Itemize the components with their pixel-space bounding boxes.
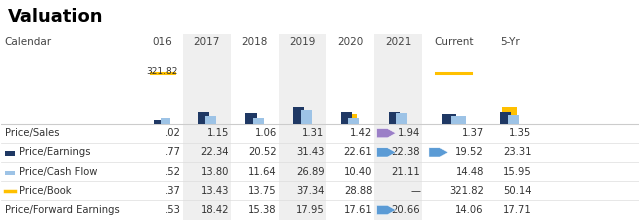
Bar [451, 116, 466, 124]
Text: .52: .52 [165, 167, 181, 177]
Bar [341, 112, 352, 124]
Text: 28.88: 28.88 [344, 186, 372, 196]
Text: 17.95: 17.95 [296, 205, 324, 215]
Text: 2017: 2017 [194, 37, 220, 47]
Text: Price/Book: Price/Book [19, 186, 71, 196]
Text: 2019: 2019 [289, 37, 316, 47]
Text: Price/Forward Earnings: Price/Forward Earnings [4, 205, 119, 215]
Bar [253, 118, 264, 124]
Text: 1.15: 1.15 [207, 128, 229, 138]
Text: 2021: 2021 [385, 37, 412, 47]
Bar [183, 34, 231, 220]
Text: 13.80: 13.80 [200, 167, 229, 177]
Bar [442, 114, 456, 124]
Text: —: — [410, 186, 420, 196]
Text: 18.42: 18.42 [200, 205, 229, 215]
Text: 321.82: 321.82 [147, 67, 178, 76]
FancyArrow shape [429, 148, 448, 157]
Text: 321.82: 321.82 [449, 186, 484, 196]
Text: 1.31: 1.31 [302, 128, 324, 138]
Text: 11.64: 11.64 [248, 167, 276, 177]
Text: 20.66: 20.66 [392, 205, 420, 215]
Bar [4, 171, 15, 175]
Bar [154, 120, 164, 124]
Text: 37.34: 37.34 [296, 186, 324, 196]
Text: Valuation: Valuation [8, 8, 103, 26]
Text: 17.61: 17.61 [344, 205, 372, 215]
Text: Current: Current [434, 37, 474, 47]
Bar [278, 34, 326, 220]
Text: 22.34: 22.34 [200, 147, 229, 157]
Bar [374, 34, 422, 220]
Text: 22.38: 22.38 [392, 147, 420, 157]
Text: 5-Yr: 5-Yr [500, 37, 520, 47]
FancyArrow shape [377, 148, 396, 157]
Text: 13.75: 13.75 [248, 186, 276, 196]
Text: 50.14: 50.14 [503, 186, 532, 196]
Bar [301, 110, 312, 124]
Text: 14.48: 14.48 [456, 167, 484, 177]
Bar [200, 119, 214, 124]
Text: 1.94: 1.94 [398, 128, 420, 138]
Text: Price/Earnings: Price/Earnings [19, 147, 90, 157]
Text: 26.89: 26.89 [296, 167, 324, 177]
Text: 10.40: 10.40 [344, 167, 372, 177]
Bar [293, 107, 304, 124]
Bar [205, 116, 216, 124]
Bar [161, 118, 170, 124]
Bar [508, 115, 519, 124]
Text: 31.43: 31.43 [296, 147, 324, 157]
Text: Price/Cash Flow: Price/Cash Flow [19, 167, 97, 177]
Bar [502, 107, 517, 124]
Text: .53: .53 [165, 205, 181, 215]
Bar [248, 119, 262, 124]
Text: 17.71: 17.71 [503, 205, 532, 215]
Text: .37: .37 [165, 186, 181, 196]
Text: 13.43: 13.43 [200, 186, 229, 196]
Bar [500, 112, 511, 124]
Text: 21.11: 21.11 [391, 167, 420, 177]
Bar [246, 113, 257, 124]
Bar [389, 112, 400, 124]
Bar [295, 111, 310, 124]
Bar [198, 112, 209, 124]
Text: 15.95: 15.95 [503, 167, 532, 177]
FancyArrow shape [377, 206, 396, 215]
Bar [348, 118, 360, 124]
Text: Price/Sales: Price/Sales [4, 128, 59, 138]
Text: 1.06: 1.06 [255, 128, 276, 138]
Text: .77: .77 [165, 147, 181, 157]
Bar [343, 114, 358, 124]
Text: Calendar: Calendar [4, 37, 52, 47]
Text: 016: 016 [152, 37, 172, 47]
Text: 2020: 2020 [337, 37, 364, 47]
Text: 15.38: 15.38 [248, 205, 276, 215]
Text: 14.06: 14.06 [455, 205, 484, 215]
Text: 23.31: 23.31 [503, 147, 532, 157]
Text: 20.52: 20.52 [248, 147, 276, 157]
Text: 2018: 2018 [241, 37, 268, 47]
Bar [4, 151, 15, 156]
Text: 1.37: 1.37 [461, 128, 484, 138]
Text: 19.52: 19.52 [455, 147, 484, 157]
Text: 1.35: 1.35 [509, 128, 532, 138]
Text: 1.42: 1.42 [350, 128, 372, 138]
Bar [396, 113, 407, 124]
Text: 22.61: 22.61 [344, 147, 372, 157]
FancyArrow shape [377, 129, 396, 138]
Text: .02: .02 [165, 128, 181, 138]
